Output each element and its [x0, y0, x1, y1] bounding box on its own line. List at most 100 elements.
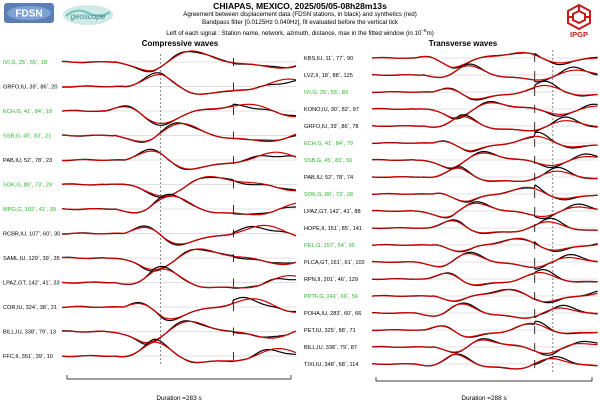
synthetic-trace: [372, 102, 598, 119]
station-row: LPAZ,GT, 142°, 41°, 33: [3, 265, 297, 289]
station-label-part: , 33: [50, 281, 59, 287]
degree-symbol: °: [34, 328, 36, 333]
degree-symbol: °: [46, 303, 48, 308]
station-row: SOK,G, 80°, 73°, 28: [304, 184, 598, 203]
duration-label: Duration =288 s: [461, 395, 506, 402]
station-label-part: PAB,IU, 52: [3, 158, 30, 164]
station-label: SSB,G, 45°, 83°, 56: [304, 156, 352, 164]
station-label: SAML,IU, 129°, 39°, 35: [3, 254, 60, 262]
synthetic-trace: [62, 50, 297, 72]
station-label-part: , 54: [335, 243, 344, 249]
degree-symbol: °: [344, 275, 346, 280]
degree-symbol: °: [350, 309, 352, 314]
synthetic-trace: [62, 320, 297, 344]
observed-trace: [372, 184, 598, 203]
station-label: LPAZ,GT, 142°, 41°, 33: [3, 279, 60, 287]
station-label-part: , 86: [338, 124, 347, 130]
station-label-part: LPAZ,GT, 142: [3, 281, 38, 287]
station-row: PPTF,G, 241°, 66°, 56: [304, 288, 598, 304]
station-row: BILL,IU, 338°, 79°, 13: [3, 320, 297, 345]
station-label: LPAZ,GT, 142°, 41°, 88: [304, 207, 361, 215]
station-label-part: , 82: [339, 107, 348, 113]
station-label-part: , 66: [352, 311, 361, 317]
station-label: COR,IU, 324°, 38°, 21: [3, 303, 57, 311]
station-label-part: , 41: [340, 209, 349, 215]
station-label-part: , 83: [332, 158, 341, 164]
station-label-part: MPG,G, 102: [3, 207, 34, 213]
station-label: KONO,IU, 30°, 82°, 97: [304, 105, 359, 113]
synthetic-trace: [371, 288, 598, 303]
degree-symbol: °: [337, 122, 339, 127]
subtitle-agreement: Agreement between displacement data (FDS…: [183, 11, 417, 18]
station-label-part: , 114: [346, 362, 358, 368]
panel-title: Transverse waves: [429, 39, 498, 48]
degree-symbol: °: [339, 207, 341, 212]
degree-symbol: °: [348, 122, 350, 127]
degree-symbol: °: [49, 254, 51, 259]
station-label-part: PEL,G, 157: [304, 243, 333, 249]
station-label-part: , 79: [337, 345, 346, 351]
station-label-part: , 74: [344, 175, 353, 181]
station-row: IVI,G, 25°, 55°, 18: [3, 50, 297, 73]
station-label-part: , 87: [348, 345, 357, 351]
station-row: HOPE,II, 151°, 85°, 141: [304, 217, 598, 234]
station-label: PLCA,GT, 161°, 61°, 102: [304, 258, 365, 266]
degree-symbol: °: [40, 132, 42, 137]
station-row: LVZ,II, 18°, 88°, 125: [304, 63, 598, 83]
station-row: FFC,II, 351°, 39°, 10: [3, 338, 297, 364]
degree-symbol: °: [41, 107, 43, 112]
station-label-part: , 78: [32, 158, 41, 164]
station-label-part: KONO,IU, 30: [304, 107, 337, 113]
station-row: PLCA,GT, 161°, 61°, 102: [304, 251, 598, 270]
synthetic-trace: [372, 65, 598, 81]
degree-symbol: °: [342, 54, 344, 59]
station-label: PAB,IU, 52°, 78°, 23: [3, 156, 52, 164]
synthetic-trace: [371, 84, 598, 100]
station-label-part: , 35: [50, 256, 59, 262]
degree-symbol: °: [351, 258, 353, 263]
station-label-part: PPTF,G, 241: [304, 294, 336, 300]
observed-trace: [371, 320, 598, 338]
station-label-part: RCBR,IU, 107: [3, 232, 38, 238]
subtitle-filter: Bandpass filter [0.0125Hz 0.040Hz], fit …: [201, 19, 399, 26]
station-label-part: , 28: [344, 192, 353, 198]
station-label-part: RPN,II, 201: [304, 277, 333, 283]
degree-symbol: °: [339, 71, 341, 76]
station-label-part: , 60: [341, 311, 350, 317]
duration-label: Duration =283 s: [156, 395, 201, 402]
station-row: PAB,IU, 52°, 78°, 74: [304, 166, 598, 182]
observed-trace: [372, 131, 598, 153]
synthetic-trace: [372, 303, 598, 319]
station-label-part: SOK,G, 80: [304, 192, 331, 198]
station-label-part: FFC,II, 351: [3, 354, 31, 360]
synthetic-trace: [61, 176, 296, 197]
synthetic-trace: [372, 167, 598, 182]
station-row: MPG,G, 102°, 41°, 39: [3, 193, 297, 216]
degree-symbol: °: [41, 181, 43, 186]
degree-symbol: °: [47, 83, 49, 88]
observed-trace: [371, 114, 598, 133]
station-label: KBS,IU, 11°, 77°, 90: [304, 54, 353, 62]
station-label-part: , 95: [345, 243, 354, 249]
station-label-part: LVZ,II, 18: [304, 73, 328, 79]
station-label-part: LPAZ,GT, 142: [304, 209, 339, 215]
station-label-part: , 21: [48, 305, 57, 311]
station-label-part: , 60: [40, 232, 49, 238]
station-label-part: , 68: [335, 362, 344, 368]
station-label-part: , 39: [47, 207, 56, 213]
observed-trace: [61, 176, 297, 199]
degree-symbol: °: [326, 88, 328, 93]
transverse-panel: Transverse waves KBS,IU, 11°, 77°, 90 LVZ,…: [304, 39, 598, 402]
station-label-part: , 77: [333, 56, 342, 62]
station-label-part: , 41: [36, 207, 45, 213]
station-label-part: SOK,G, 80: [3, 183, 30, 189]
station-label-part: , 88: [335, 328, 344, 334]
synthetic-trace: [372, 135, 598, 152]
station-row: BILL,IU, 338°, 79°, 87: [304, 338, 598, 356]
station-label: BILL,IU, 338°, 79°, 13: [3, 328, 56, 336]
figure-header: FDSN geoscope CHIAPAS, MEXICO, 2025/05/0…: [0, 0, 600, 40]
synthetic-trace: [371, 322, 598, 338]
station-row: COR,IU, 324°, 38°, 21: [3, 296, 297, 322]
station-label: ECH,G, 41°, 84°, 79: [304, 139, 353, 147]
station-row: SAML,IU, 129°, 39°, 35: [3, 248, 297, 272]
